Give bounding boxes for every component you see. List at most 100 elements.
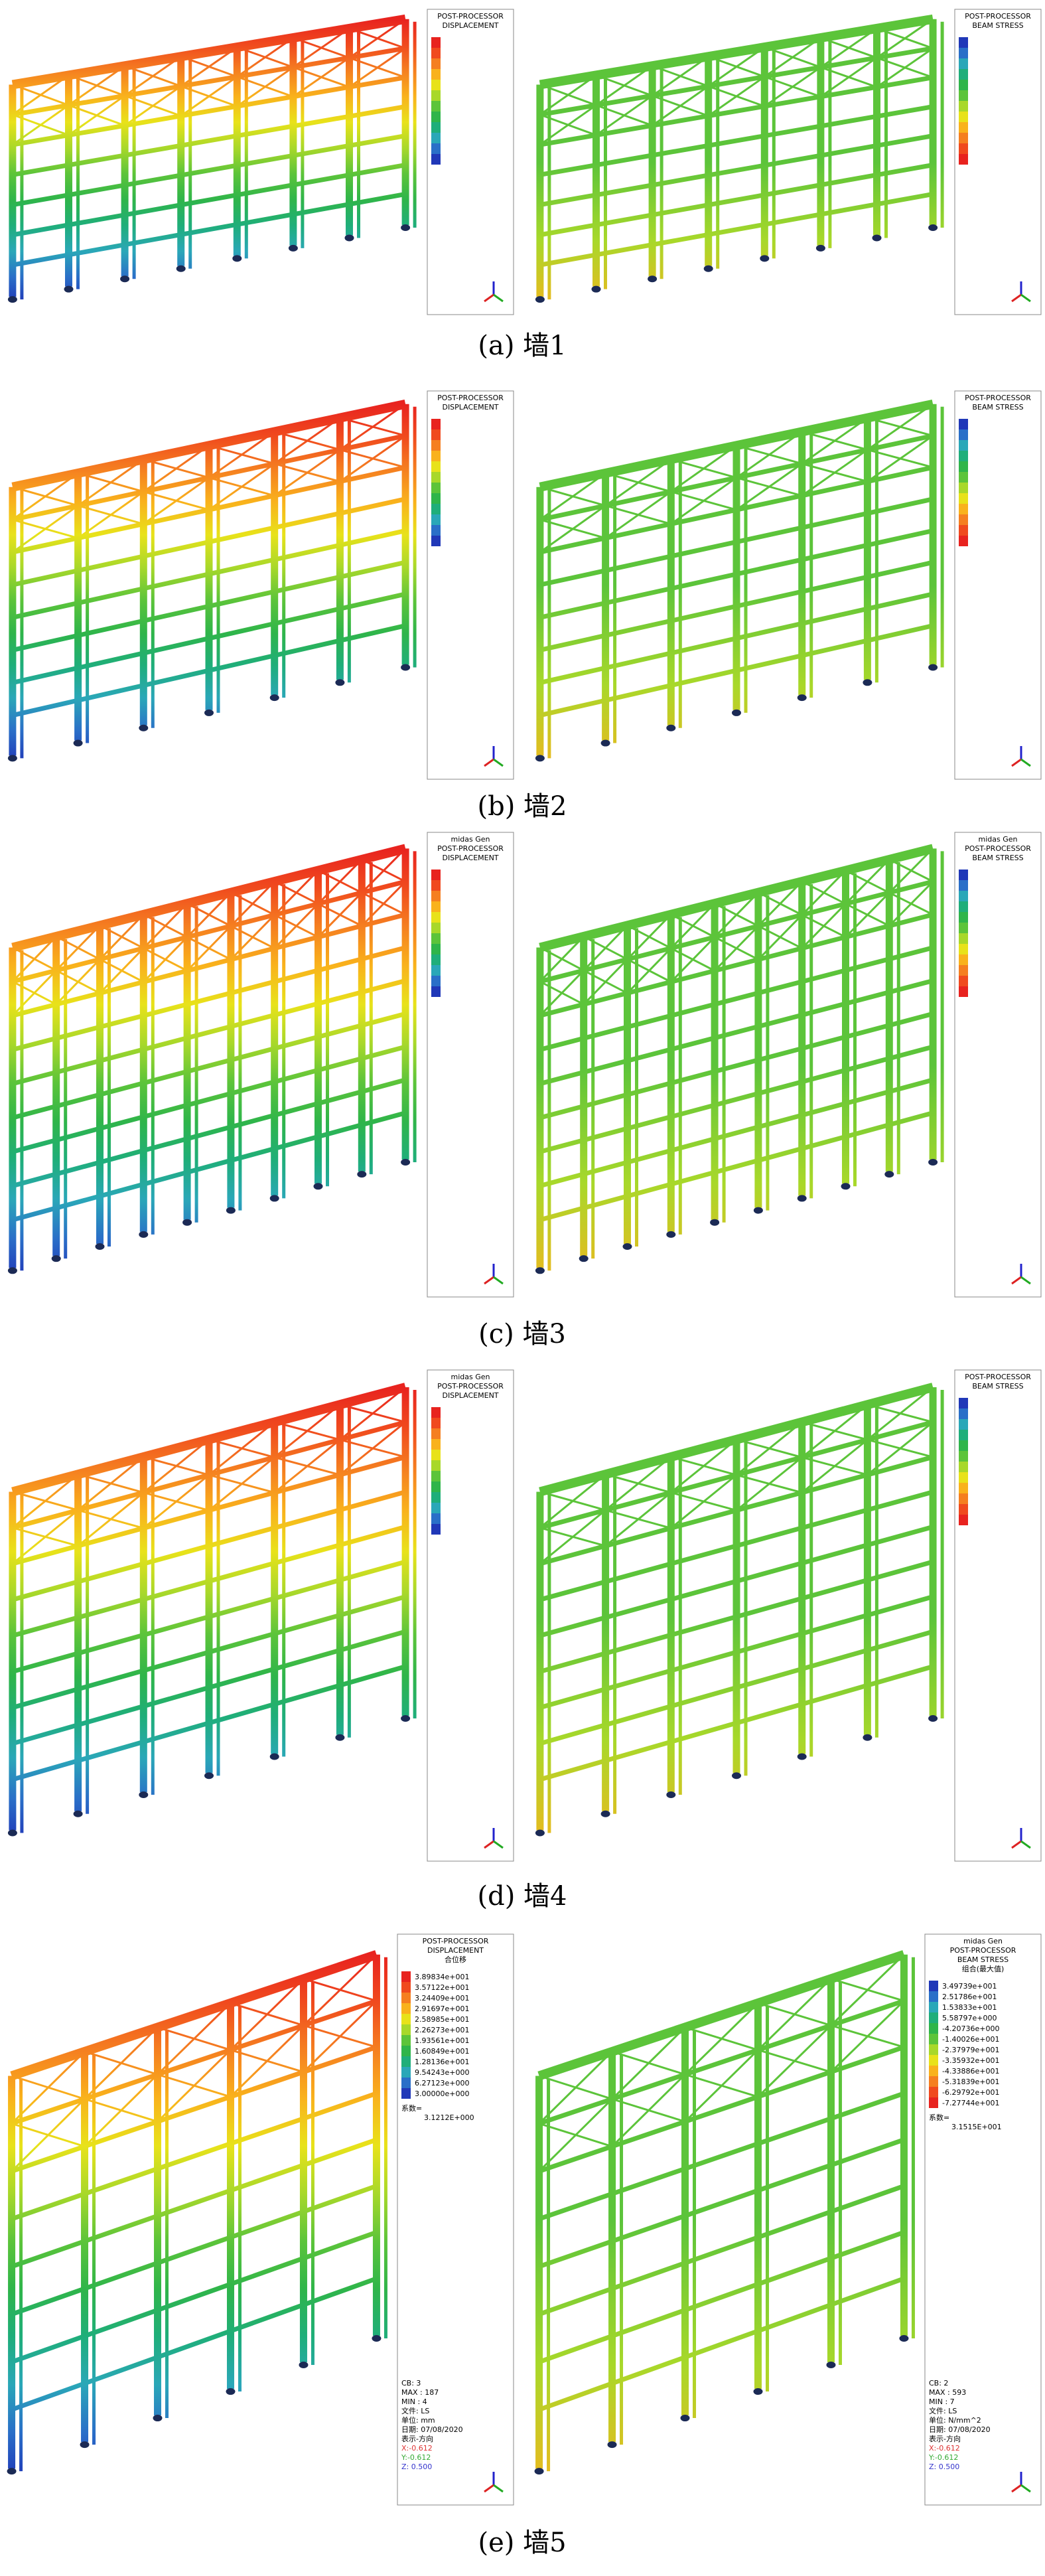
axis-y bbox=[493, 758, 504, 767]
legend-swatch bbox=[959, 933, 968, 944]
brace bbox=[180, 46, 238, 88]
legend-swatch bbox=[401, 2088, 411, 2099]
support bbox=[401, 1159, 411, 1166]
brace bbox=[186, 925, 232, 972]
support bbox=[226, 2388, 236, 2395]
legend-box bbox=[954, 1369, 1042, 1862]
legend-header: POST-PROCESSOR bbox=[965, 844, 1031, 853]
legend-swatch bbox=[431, 514, 441, 525]
brace bbox=[652, 85, 709, 127]
brace bbox=[230, 1978, 305, 2051]
legend-header: BEAM STRESS bbox=[972, 1382, 1023, 1391]
legend-swatch bbox=[431, 954, 441, 965]
brace bbox=[757, 2024, 832, 2098]
legend-swatch bbox=[959, 48, 968, 58]
brace bbox=[339, 1421, 407, 1476]
legend-footer: X:-0.612 bbox=[929, 2444, 960, 2453]
brace bbox=[12, 74, 70, 116]
legend-value: 1.28136e+001 bbox=[415, 2058, 469, 2066]
support bbox=[153, 2415, 163, 2422]
brace bbox=[273, 1404, 341, 1458]
support bbox=[7, 1829, 17, 1837]
legend-box bbox=[954, 832, 1042, 1298]
brace bbox=[801, 1438, 869, 1493]
legend-value: 3.24409e+001 bbox=[415, 1994, 469, 2003]
legend-swatch bbox=[431, 472, 441, 483]
beam bbox=[11, 1110, 407, 1223]
brace bbox=[867, 1386, 934, 1441]
support bbox=[884, 1171, 894, 1178]
brace bbox=[626, 913, 672, 960]
support bbox=[666, 1231, 676, 1238]
support bbox=[666, 724, 676, 731]
axis-x bbox=[1011, 758, 1022, 767]
axis-x bbox=[1011, 1840, 1022, 1849]
axis-y bbox=[1020, 2484, 1031, 2493]
legend-swatch bbox=[929, 2087, 938, 2097]
legend-value: -2.37979e+001 bbox=[942, 2046, 999, 2054]
brace bbox=[670, 1438, 737, 1493]
brace bbox=[820, 56, 878, 98]
axis-y bbox=[1020, 1840, 1031, 1849]
legend-footer: 日期: 07/08/2020 bbox=[401, 2425, 463, 2434]
support bbox=[648, 275, 658, 283]
brace bbox=[303, 1953, 378, 2026]
caption: (a) 墙1 bbox=[478, 331, 566, 361]
beam bbox=[538, 2276, 905, 2412]
beam bbox=[11, 2091, 378, 2222]
brace bbox=[583, 958, 628, 1006]
legend-header: 合位移 bbox=[445, 1955, 466, 1964]
support bbox=[232, 255, 242, 262]
support bbox=[710, 1219, 720, 1226]
brace bbox=[538, 2050, 613, 2125]
legend-header: midas Gen bbox=[963, 1937, 1003, 1945]
brace bbox=[230, 881, 275, 927]
brace bbox=[801, 417, 869, 465]
axis-y bbox=[1020, 758, 1031, 767]
legend-footer: Z: 0.500 bbox=[401, 2462, 432, 2471]
brace bbox=[845, 891, 890, 938]
legend-swatch bbox=[431, 870, 441, 880]
legend-header: BEAM STRESS bbox=[972, 21, 1023, 30]
support bbox=[51, 1255, 61, 1262]
legend-header: POST-PROCESSOR bbox=[965, 394, 1031, 402]
brace bbox=[595, 94, 653, 136]
brace bbox=[539, 1474, 606, 1529]
legend-swatch bbox=[401, 1971, 411, 1982]
brace bbox=[652, 55, 709, 97]
brace bbox=[714, 891, 759, 938]
legend-swatch bbox=[959, 429, 968, 440]
legend-swatch bbox=[959, 461, 968, 472]
support bbox=[797, 1195, 807, 1202]
brace bbox=[764, 37, 821, 78]
support bbox=[703, 265, 713, 272]
legend-footer: MIN : 4 bbox=[401, 2397, 427, 2406]
legend-swatch bbox=[959, 536, 968, 546]
brace bbox=[539, 472, 606, 521]
support bbox=[7, 1267, 17, 1274]
support bbox=[535, 1829, 545, 1837]
brace bbox=[604, 1491, 672, 1547]
beam bbox=[539, 844, 934, 952]
legend-footer: 3.1515E+001 bbox=[951, 2123, 1002, 2131]
legend-swatch bbox=[959, 525, 968, 536]
legend-swatch bbox=[431, 1492, 441, 1503]
support bbox=[928, 224, 938, 231]
legend-swatch bbox=[431, 101, 441, 112]
support bbox=[899, 2335, 909, 2342]
legend-footer: MAX : 187 bbox=[401, 2388, 439, 2397]
brace bbox=[77, 1491, 145, 1547]
brace bbox=[757, 1978, 832, 2051]
beam bbox=[539, 1110, 934, 1223]
brace bbox=[361, 848, 407, 893]
legend-footer: 3.1212E+000 bbox=[424, 2113, 474, 2122]
legend-footer: 单位: N/mm^2 bbox=[929, 2415, 981, 2425]
brace bbox=[84, 2074, 159, 2147]
brace bbox=[867, 435, 934, 483]
legend-swatch bbox=[929, 2002, 938, 2012]
brace bbox=[539, 935, 585, 982]
brace bbox=[670, 445, 737, 492]
support bbox=[753, 1207, 763, 1214]
